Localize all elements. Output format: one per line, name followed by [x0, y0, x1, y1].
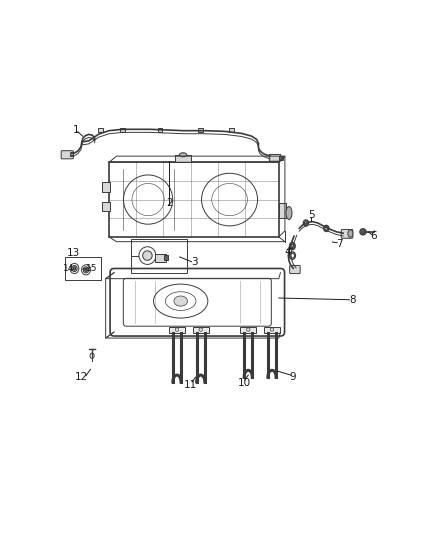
Text: 11: 11	[184, 379, 197, 390]
Bar	[229, 128, 233, 132]
Text: 7: 7	[336, 239, 343, 249]
Bar	[155, 254, 166, 262]
Ellipse shape	[348, 230, 353, 237]
Bar	[169, 327, 185, 333]
Text: 13: 13	[67, 248, 80, 258]
FancyBboxPatch shape	[341, 229, 353, 238]
Text: 4: 4	[284, 247, 290, 256]
Bar	[175, 155, 191, 162]
Ellipse shape	[143, 251, 152, 260]
Ellipse shape	[85, 268, 87, 271]
Bar	[131, 239, 187, 272]
Bar	[158, 128, 162, 132]
Ellipse shape	[174, 296, 187, 306]
Text: 9: 9	[289, 372, 296, 382]
Ellipse shape	[360, 229, 366, 235]
Bar	[264, 327, 280, 333]
Text: 2: 2	[166, 198, 173, 208]
Bar	[198, 128, 203, 132]
FancyBboxPatch shape	[269, 155, 281, 161]
FancyBboxPatch shape	[290, 265, 300, 273]
Bar	[240, 327, 256, 333]
Bar	[98, 128, 103, 132]
Text: 14: 14	[63, 264, 74, 273]
Text: 15: 15	[86, 264, 98, 273]
Ellipse shape	[83, 267, 88, 273]
Bar	[164, 255, 169, 260]
Bar	[102, 203, 110, 211]
Text: 1: 1	[72, 125, 79, 135]
Bar	[279, 203, 286, 218]
Text: 6: 6	[371, 231, 377, 241]
Bar	[109, 162, 279, 237]
Bar	[102, 182, 110, 192]
Ellipse shape	[179, 153, 187, 157]
Bar	[193, 327, 209, 333]
Bar	[65, 257, 101, 280]
Text: 3: 3	[191, 257, 198, 266]
Text: 10: 10	[238, 378, 251, 388]
Bar	[120, 128, 125, 132]
Text: 8: 8	[350, 295, 356, 305]
Text: 12: 12	[75, 372, 88, 382]
Bar	[279, 156, 283, 160]
FancyBboxPatch shape	[61, 151, 74, 159]
Ellipse shape	[286, 207, 292, 220]
Text: 5: 5	[308, 210, 314, 220]
Ellipse shape	[72, 265, 77, 271]
Ellipse shape	[73, 267, 76, 270]
Bar	[71, 153, 73, 157]
Ellipse shape	[361, 230, 365, 233]
